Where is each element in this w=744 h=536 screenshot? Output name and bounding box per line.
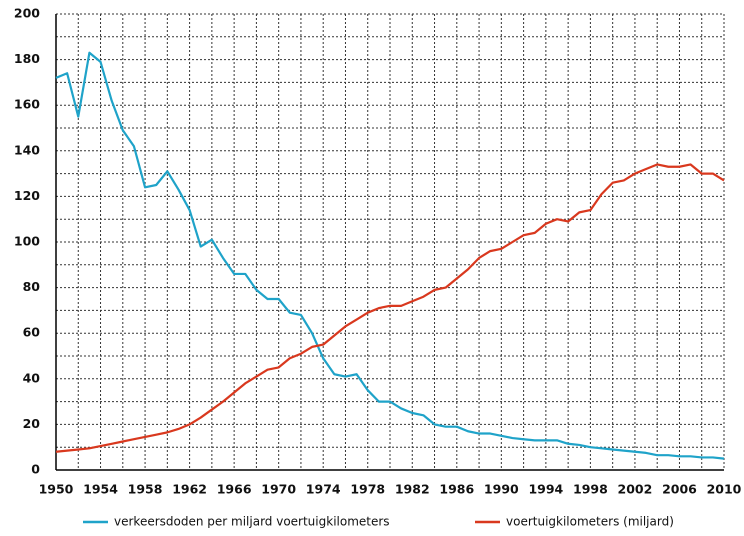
x-tick-label: 1966 xyxy=(217,482,252,497)
data-line xyxy=(55,51,725,460)
y-tick-label: 160 xyxy=(14,97,40,112)
x-tick-label: 1994 xyxy=(528,482,563,497)
y-tick-label: 40 xyxy=(23,370,41,385)
x-tick-label: 1974 xyxy=(306,482,341,497)
x-tick-label: 1958 xyxy=(128,482,163,497)
y-tick-label: 100 xyxy=(14,234,40,249)
data-line xyxy=(55,163,725,453)
y-tick-label: 140 xyxy=(14,142,40,157)
x-tick-label: 1990 xyxy=(484,482,519,497)
x-tick-label: 1954 xyxy=(83,482,118,497)
y-tick-label: 120 xyxy=(14,188,40,203)
x-tick-label: 1986 xyxy=(439,482,474,497)
x-tick-label: 1982 xyxy=(395,482,430,497)
x-tick-label: 1970 xyxy=(261,482,296,497)
y-tick-label: 80 xyxy=(23,279,41,294)
x-tick-label: 2006 xyxy=(662,482,697,497)
y-tick-label: 0 xyxy=(31,462,40,477)
x-tick-label: 1978 xyxy=(350,482,385,497)
y-tick-label: 180 xyxy=(14,51,40,66)
y-tick-label: 200 xyxy=(14,6,40,21)
y-tick-label: 60 xyxy=(23,325,41,340)
x-tick-label: 2010 xyxy=(707,482,742,497)
y-tick-label: 20 xyxy=(23,416,41,431)
x-tick-label: 1950 xyxy=(39,482,74,497)
legend-label: voertuigkilometers (miljard) xyxy=(506,515,674,529)
legend-label: verkeersdoden per miljard voertuigkilome… xyxy=(114,515,390,529)
x-tick-label: 1962 xyxy=(172,482,207,497)
x-tick-label: 2002 xyxy=(618,482,653,497)
x-tick-label: 1998 xyxy=(573,482,608,497)
